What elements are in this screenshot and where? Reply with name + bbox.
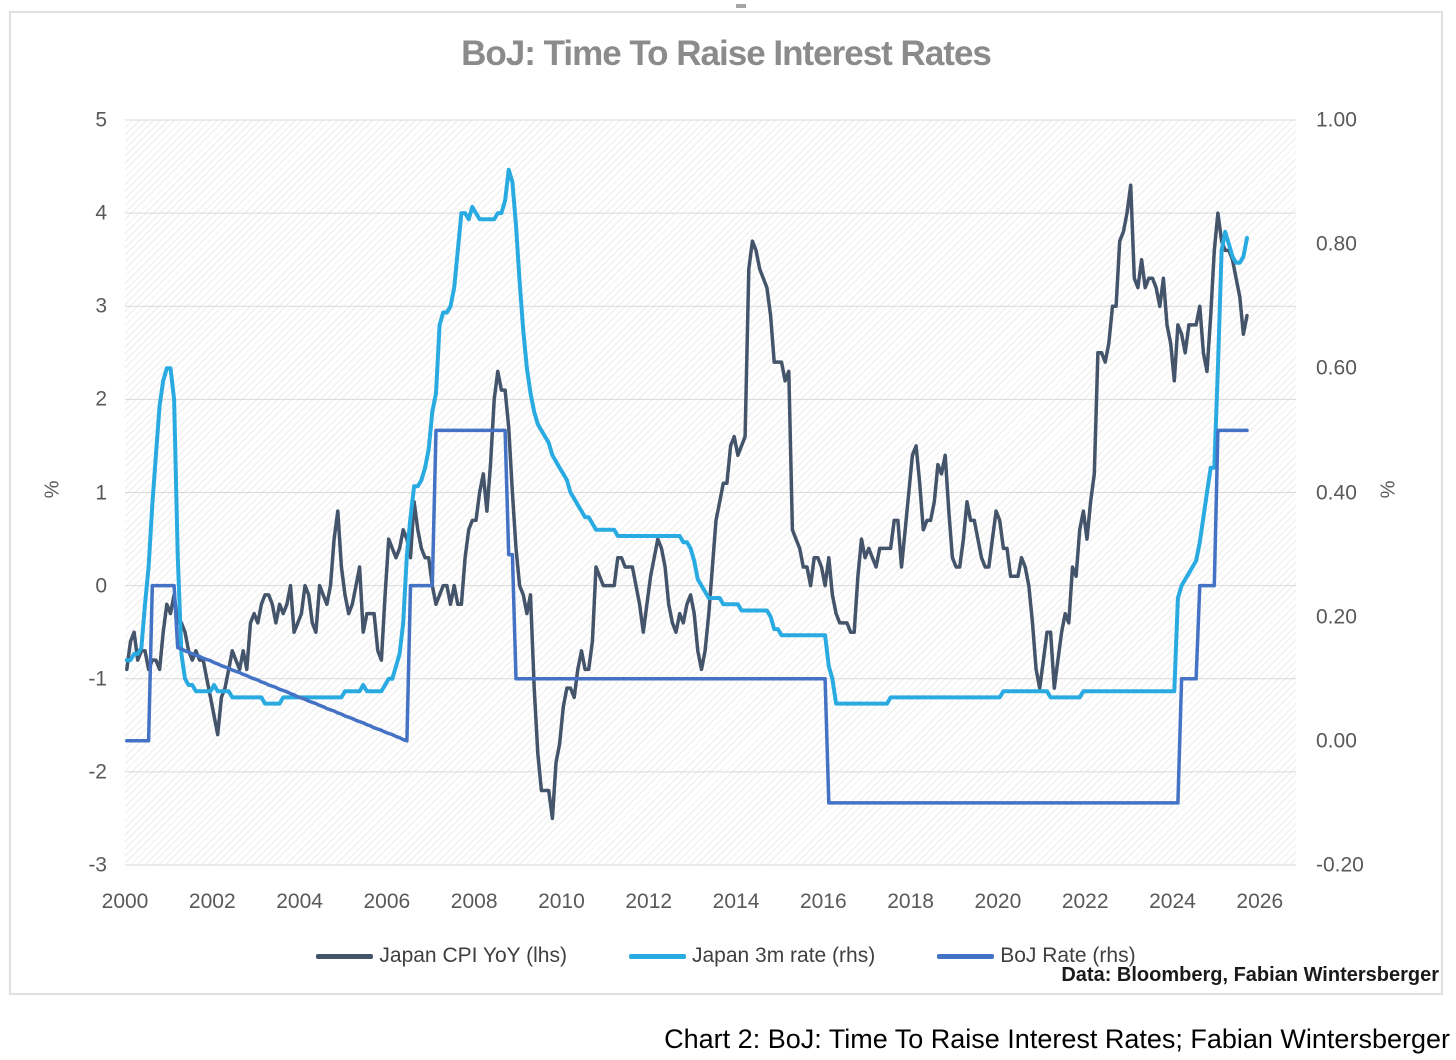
x-axis-tick-label: 2026 [1236,890,1284,913]
left-axis-tick-label: 0 [95,574,107,598]
x-axis-tick-label: 2000 [101,890,149,913]
x-axis-tick-label: 2016 [799,890,847,913]
right-axis-tick-label: 1.00 [1316,108,1357,132]
legend-label: BoJ Rate (rhs) [1000,944,1136,967]
x-axis-tick-label: 2018 [887,890,934,913]
x-axis-tick-label: 2008 [450,890,498,913]
stray-dash-artifact [736,4,746,8]
legend-item: BoJ Rate (rhs) [937,944,1136,968]
series-line-boj-rate-rhs- [125,428,1249,805]
figure-caption: Chart 2: BoJ: Time To Raise Interest Rat… [664,1024,1450,1054]
x-axis-tick-label: 2014 [712,890,760,913]
legend-item: Japan CPI YoY (lhs) [316,944,567,968]
legend-label: Japan CPI YoY (lhs) [379,944,567,967]
left-axis-tick-label: 4 [95,201,107,225]
x-axis-tick-label: 2024 [1149,890,1196,913]
left-axis-tick-label: 3 [95,294,107,318]
right-axis-tick-label: 0.20 [1316,605,1357,629]
left-axis-tick-label: -1 [88,667,107,691]
left-axis-tick-label: 5 [95,108,107,132]
plot-area [124,119,1296,866]
x-axis-tick-label: 2022 [1061,890,1109,913]
chart-title: BoJ: Time To Raise Interest Rates [461,34,992,73]
source-note: Data: Bloomberg, Fabian Wintersberger [1061,964,1439,986]
right-axis-tick-label: 0.40 [1316,481,1357,504]
series-line-japan-cpi-yoy-lhs- [125,183,1249,821]
x-axis-tick-label: 2004 [276,890,323,913]
x-axis-tick-label: 2002 [188,890,236,913]
right-axis-tick-label: 0.60 [1316,356,1357,380]
right-axis-tick-label: 0.80 [1316,232,1357,256]
right-axis-tick-label: -0.20 [1316,853,1364,877]
legend-label: Japan 3m rate (rhs) [691,944,876,967]
x-axis-tick-label: 2010 [538,890,585,913]
legend-swatch [316,953,374,959]
x-axis-tick-label: 2020 [974,890,1022,913]
left-axis-title: % [41,480,64,499]
legend-swatch [937,953,995,959]
right-axis-title: % [1377,480,1400,499]
left-axis-tick-label: -3 [88,853,107,877]
left-axis-tick-label: 2 [95,387,107,411]
legend-swatch [628,953,686,959]
left-axis-tick-label: -2 [88,760,107,784]
x-axis-tick-label: 2006 [363,890,411,913]
legend: Japan CPI YoY (lhs) Japan 3m rate (rhs) Bo… [9,944,1443,968]
right-axis-tick-label: 0.00 [1316,729,1357,753]
x-axis-tick-label: 2012 [625,890,673,913]
left-axis-tick-label: 1 [95,481,107,504]
legend-item: Japan 3m rate (rhs) [628,944,876,968]
series-line-japan-3m-rate-rhs- [124,167,1249,706]
